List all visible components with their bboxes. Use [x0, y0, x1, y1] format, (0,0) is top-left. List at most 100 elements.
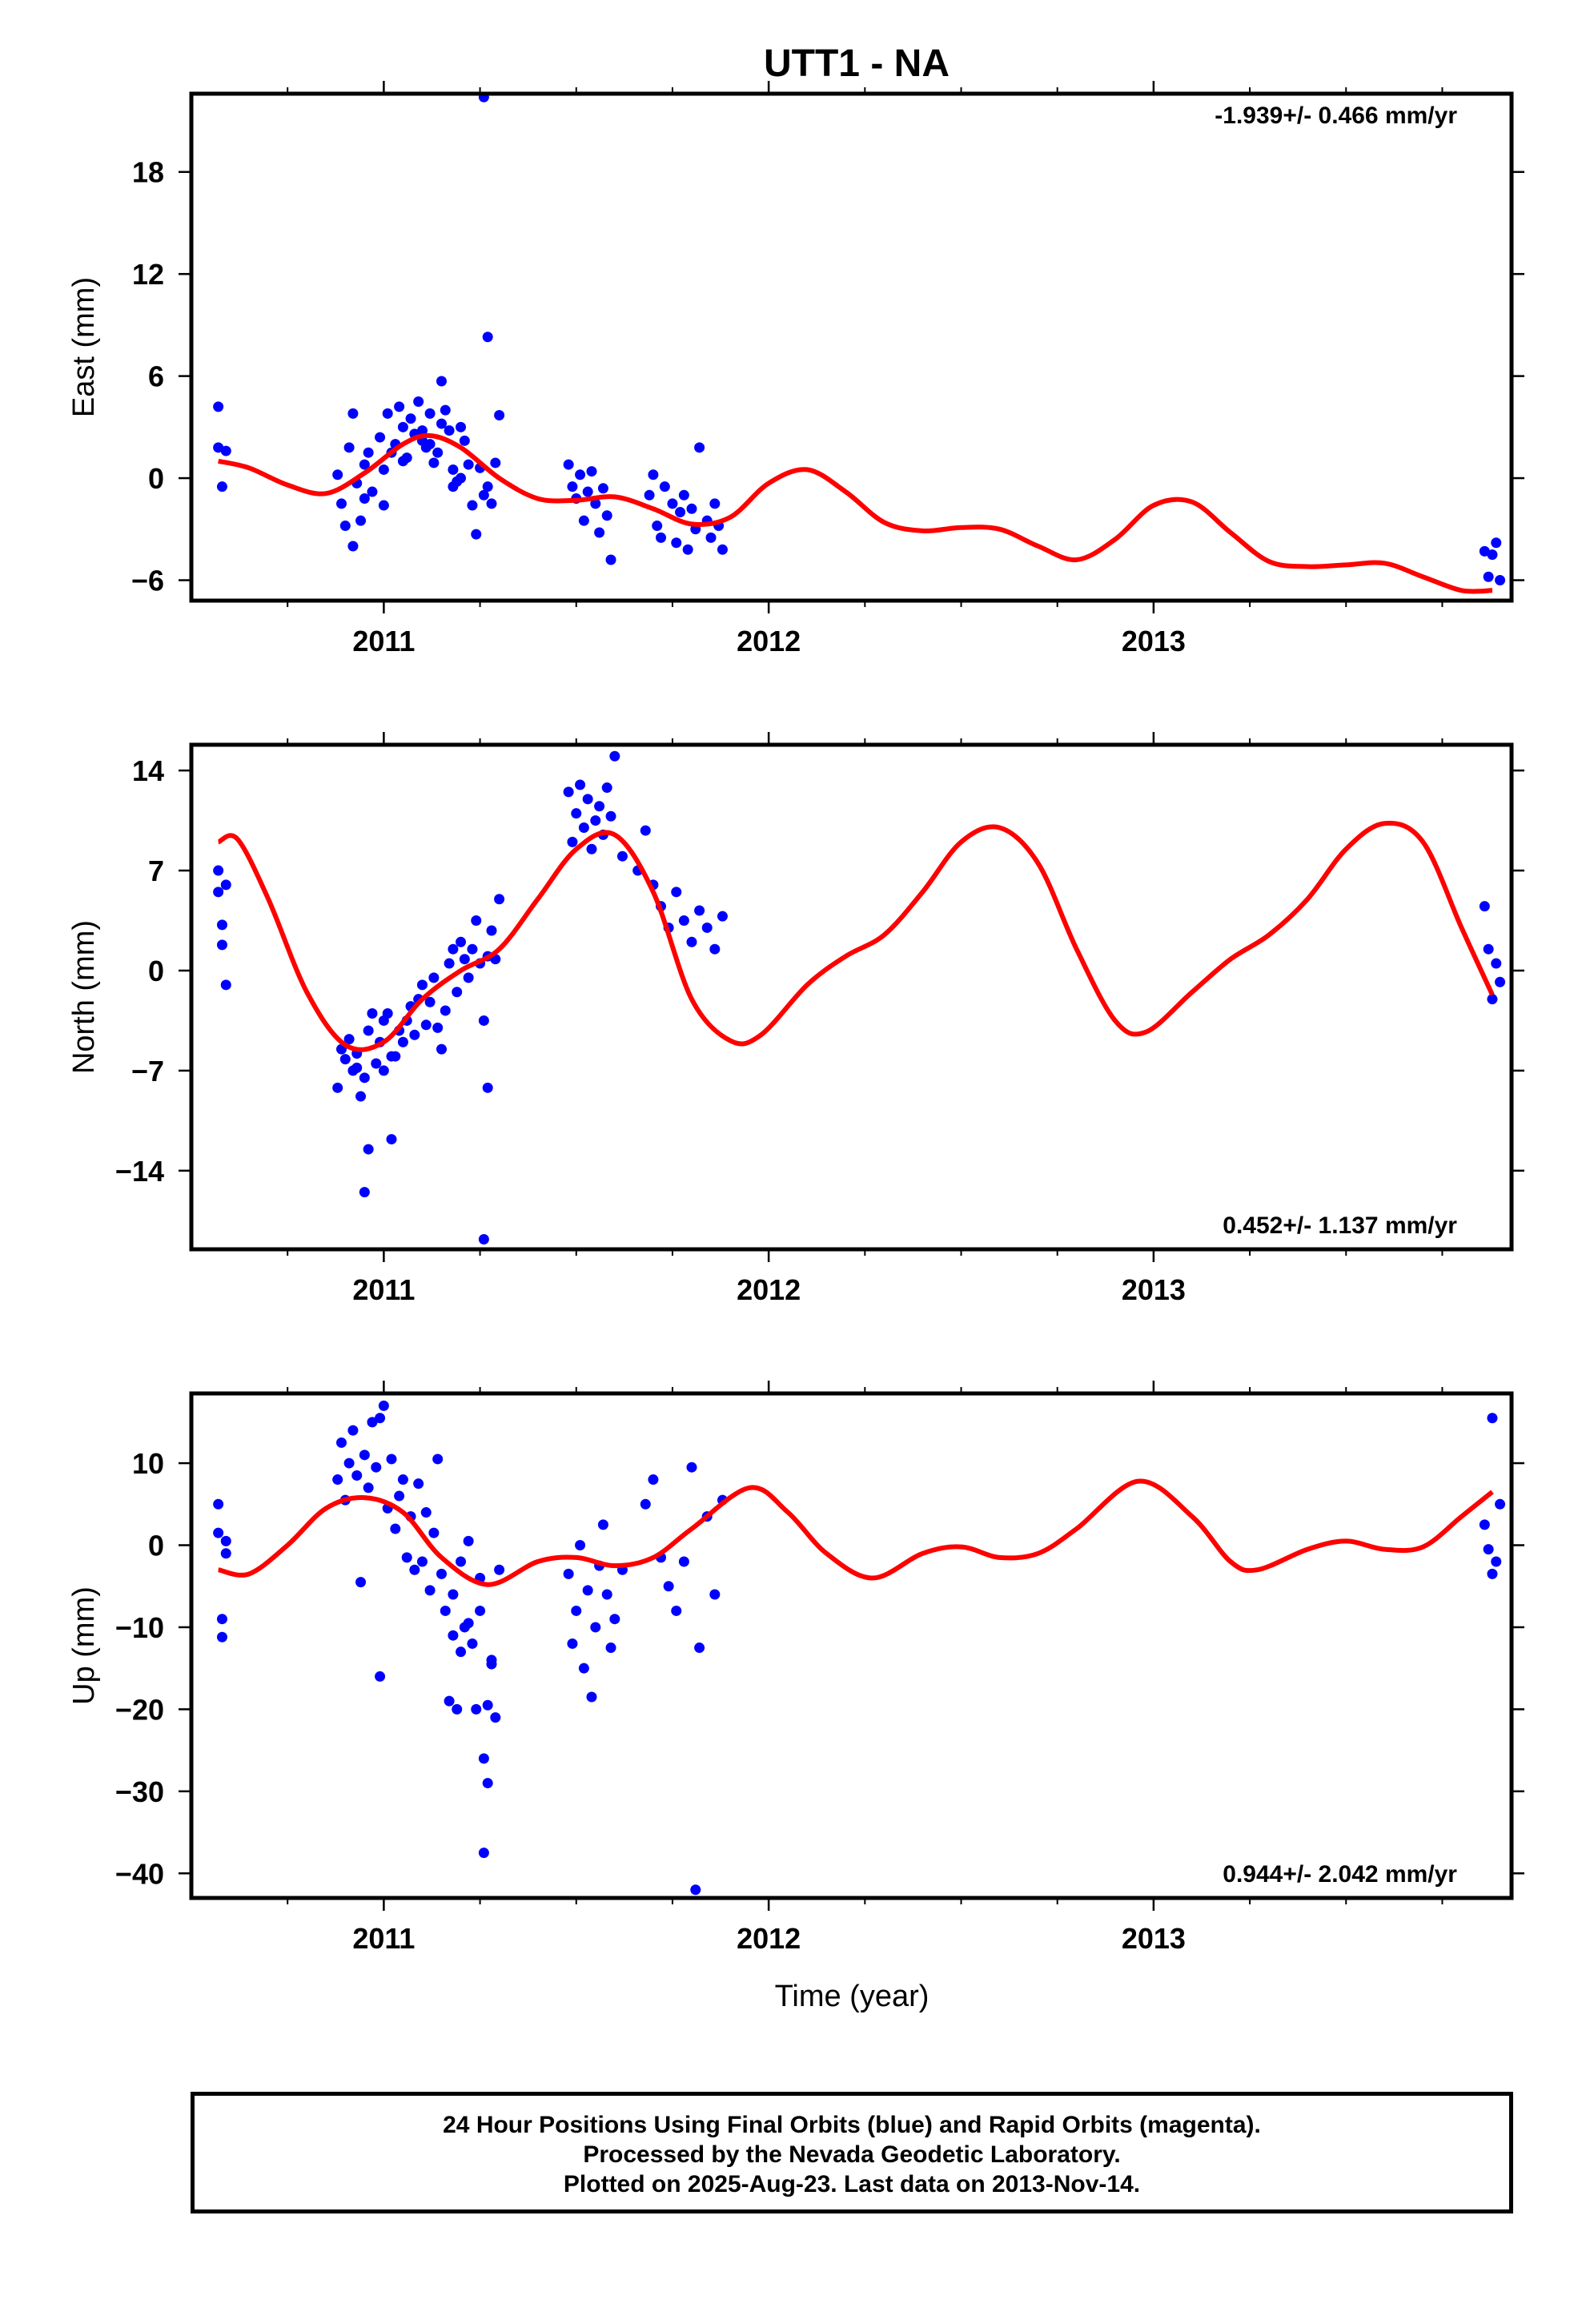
- north-data-point: [397, 1036, 408, 1047]
- up-data-point: [394, 1490, 405, 1502]
- up-data-point: [436, 1568, 447, 1579]
- east-data-point: [575, 469, 586, 480]
- up-data-point: [456, 1556, 467, 1567]
- east-data-point: [343, 442, 355, 453]
- north-data-point: [586, 843, 597, 854]
- north-y-tick-label: 7: [148, 854, 164, 887]
- east-data-point: [494, 409, 505, 420]
- up-data-point: [467, 1638, 478, 1649]
- up-data-point: [663, 1581, 674, 1592]
- north-data-point: [609, 750, 620, 762]
- north-data-point: [459, 954, 470, 965]
- east-data-point: [686, 503, 697, 514]
- north-data-point: [601, 782, 612, 794]
- up-frame: [189, 1391, 1514, 1900]
- up-data-point: [578, 1663, 589, 1674]
- north-data-point: [582, 794, 593, 805]
- east-data-point: [478, 489, 489, 501]
- east-frame: [189, 91, 1514, 603]
- north-data-point: [471, 915, 482, 927]
- up-data-point: [363, 1482, 374, 1494]
- up-data-point: [343, 1458, 355, 1469]
- footer-line-3: Plotted on 2025-Aug-23. Last data on 201…: [563, 2171, 1141, 2197]
- east-data-point: [1495, 575, 1506, 586]
- north-frame: [189, 742, 1514, 1252]
- east-data-point: [463, 459, 474, 470]
- panels: 2011 2012 2013 −6 0 6 12 18 East (mm) -1.939+/- 0…: [67, 81, 1524, 1955]
- footer-line-2: Processed by the Nevada Geodetic Laborat…: [583, 2141, 1121, 2168]
- north-y-tick-label: −14: [115, 1155, 164, 1188]
- north-data-point: [686, 936, 697, 947]
- east-data-point: [590, 498, 601, 509]
- up-data-point: [478, 1753, 489, 1764]
- north-data-point: [605, 810, 616, 822]
- east-data-point: [375, 432, 386, 443]
- north-data-point: [332, 1082, 343, 1093]
- north-rate-annotation: 0.452+/- 1.137 mm/yr: [1223, 1212, 1457, 1239]
- north-data-point: [213, 865, 224, 876]
- up-y-tick-label: 0: [148, 1530, 164, 1562]
- north-data-point: [378, 1015, 389, 1026]
- up-data-point: [709, 1589, 721, 1600]
- east-data-point: [347, 408, 359, 419]
- up-panel: 2011 2012 2013 −40 −30 −20 −10 0 10 Up (mm) 0.944+…: [67, 1381, 1524, 1955]
- east-data-point: [648, 469, 659, 480]
- up-x-tick-label: 2013: [1122, 1922, 1186, 1955]
- east-data-point: [594, 527, 605, 538]
- north-x-tick-label: 2013: [1122, 1273, 1186, 1306]
- up-model-curve: [218, 1478, 1494, 1587]
- east-data-point: [652, 521, 663, 532]
- north-data-point: [432, 1022, 444, 1033]
- east-data-point: [582, 486, 593, 497]
- north-data-point: [213, 887, 224, 898]
- up-data-point: [401, 1552, 412, 1563]
- up-data-point: [428, 1527, 440, 1538]
- east-y-tick-label: 6: [148, 360, 164, 393]
- north-data-point: [1495, 976, 1506, 987]
- up-data-point: [332, 1474, 343, 1486]
- north-y-tick-label: 14: [132, 754, 164, 787]
- east-data-point: [1483, 571, 1494, 582]
- north-data-point: [436, 1043, 447, 1055]
- east-data-point: [416, 425, 428, 436]
- north-data-point: [694, 905, 705, 916]
- north-x-tick-label: 2012: [737, 1273, 801, 1306]
- up-data-point: [213, 1527, 224, 1538]
- east-x-tick-label: 2012: [737, 625, 801, 657]
- up-data-point: [490, 1712, 501, 1723]
- north-data-point: [590, 815, 601, 826]
- up-data-point: [444, 1695, 455, 1707]
- north-data-point: [571, 808, 582, 819]
- east-data-point: [486, 498, 497, 509]
- north-data-point: [452, 987, 463, 998]
- north-data-point: [351, 1062, 363, 1073]
- up-data-point: [482, 1699, 493, 1711]
- east-data-point: [397, 456, 408, 467]
- north-data-point: [671, 887, 682, 898]
- east-data-point: [382, 408, 393, 419]
- north-data-point: [343, 1034, 355, 1045]
- up-data-point: [355, 1577, 367, 1588]
- east-data-point: [459, 435, 470, 446]
- north-data-point: [456, 936, 467, 947]
- north-data-point: [355, 1091, 367, 1102]
- east-data-point: [355, 515, 367, 526]
- east-data-point: [678, 489, 689, 501]
- north-data-point: [578, 822, 589, 834]
- up-data-point: [416, 1556, 428, 1567]
- east-data-point: [675, 507, 686, 518]
- footer-line-1: 24 Hour Positions Using Final Orbits (bl…: [443, 2112, 1261, 2138]
- up-rate-annotation: 0.944+/- 2.042 mm/yr: [1223, 1861, 1457, 1888]
- up-data-point: [609, 1614, 620, 1625]
- north-data-point: [339, 1054, 351, 1065]
- east-data-point: [378, 464, 389, 475]
- east-data-point: [347, 541, 359, 552]
- up-data-point: [1487, 1413, 1498, 1424]
- north-data-point: [359, 1072, 370, 1084]
- north-data-point: [463, 972, 474, 983]
- up-data-point: [671, 1605, 682, 1616]
- east-x-tick-label: 2013: [1122, 625, 1186, 657]
- up-data-point: [601, 1589, 612, 1600]
- up-data-point: [452, 1703, 463, 1715]
- up-data-point: [678, 1556, 689, 1567]
